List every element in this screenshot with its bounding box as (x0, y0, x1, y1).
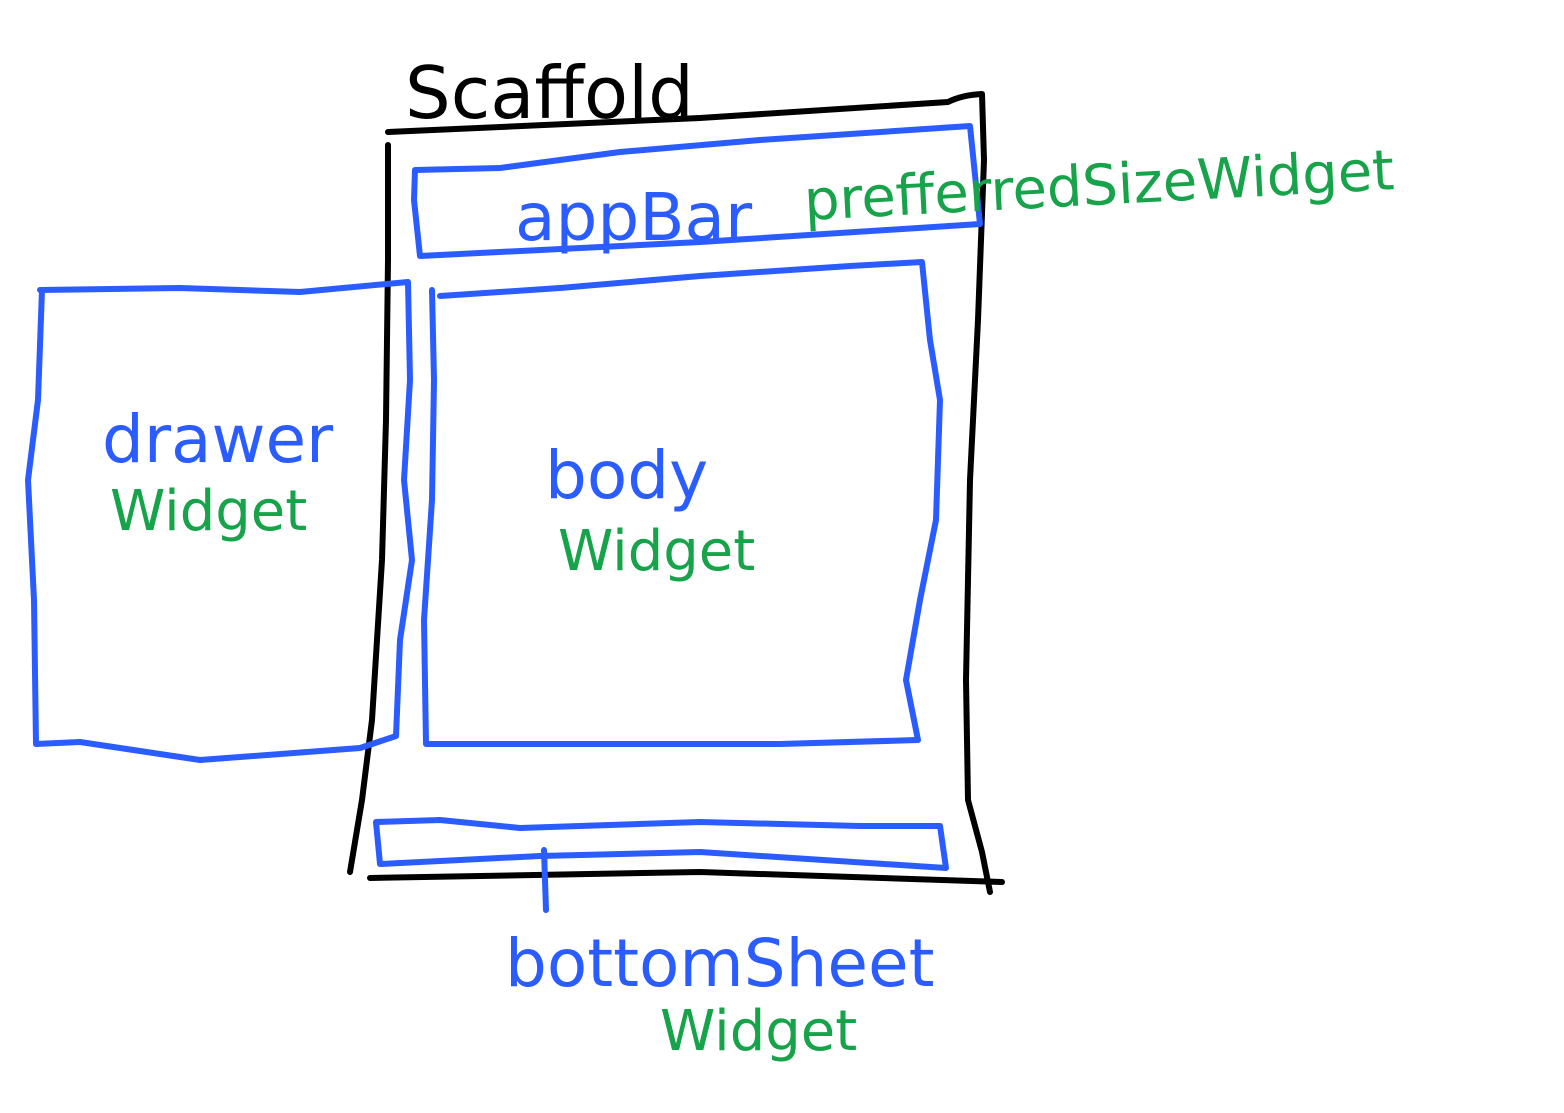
scaffold-box (347, 91, 1005, 895)
appbar-type-label: prefferredSizeWidget (802, 138, 1395, 234)
bottomsheet-label: bottomSheet (505, 925, 935, 1002)
appbar-box (411, 123, 983, 259)
drawer-type-label: Widget (110, 479, 307, 544)
body-box (421, 259, 943, 747)
scaffold-label: Scaffold (405, 51, 694, 135)
bottomsheet-type-label: Widget (660, 999, 857, 1064)
body-label: body (545, 437, 708, 514)
bottomsheet-pointer (541, 847, 549, 913)
drawer-label: drawer (102, 401, 334, 478)
drawer-box (25, 279, 415, 763)
appbar-label: appBar (515, 179, 753, 256)
bottomsheet-box (373, 817, 949, 871)
body-type-label: Widget (558, 519, 755, 584)
